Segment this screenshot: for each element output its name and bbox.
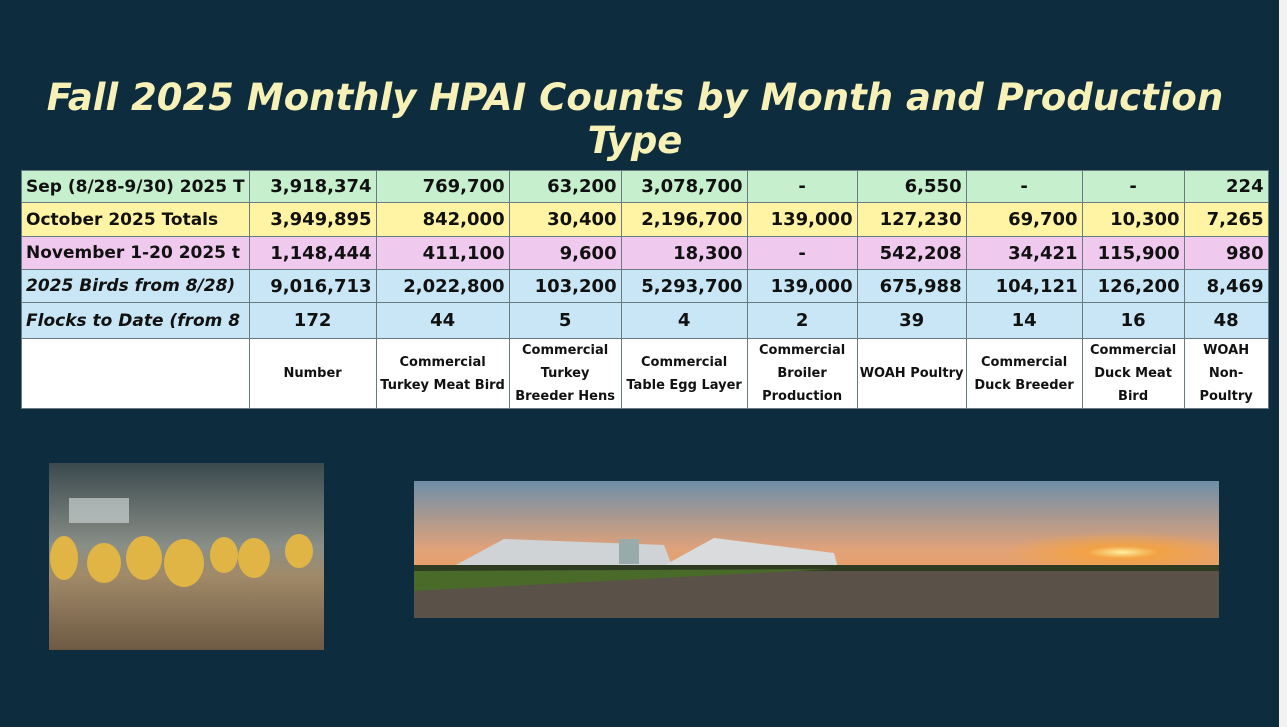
cell: 63,200 (508, 170, 622, 203)
row-label: 2025 Birds from 8/28) (21, 269, 250, 303)
cell: - (1081, 170, 1185, 203)
cell: 9,016,713 (248, 269, 377, 303)
table-row: Sep (8/28-9/30) 2025 T 3,918,374 769,700 63… (21, 170, 1269, 203)
cell: 44 (375, 302, 510, 339)
cell: 39 (856, 302, 967, 339)
header-row: Number Commercial Turkey Meat Bird Commerc… (21, 338, 1269, 409)
cell: 8,469 (1183, 269, 1269, 303)
cell: 769,700 (375, 170, 510, 203)
blank-cell (21, 338, 250, 409)
cell: 139,000 (746, 202, 858, 237)
cell: 172 (248, 302, 377, 339)
row-label: October 2025 Totals (21, 202, 250, 237)
hpai-table: Sep (8/28-9/30) 2025 T 3,918,374 769,700 63… (21, 170, 1269, 409)
cell: - (746, 170, 858, 203)
cell: 2,022,800 (375, 269, 510, 303)
table-row: 2025 Birds from 8/28) 9,016,713 2,022,800 1… (21, 269, 1269, 303)
cell: 5,293,700 (620, 269, 748, 303)
column-header: Number (248, 338, 377, 409)
farm-sunset-photo (414, 481, 1219, 618)
cell: 542,208 (856, 236, 967, 270)
cell: 7,265 (1183, 202, 1269, 237)
row-label: November 1-20 2025 t (21, 236, 250, 270)
cell: 30,400 (508, 202, 622, 237)
cell: 48 (1183, 302, 1269, 339)
column-header: Commercial Turkey Breeder Hens (508, 338, 622, 409)
cell: 675,988 (856, 269, 967, 303)
cell: 139,000 (746, 269, 858, 303)
cell: 115,900 (1081, 236, 1185, 270)
column-header: WOAH Non-Poultry (1183, 338, 1269, 409)
cell: 6,550 (856, 170, 967, 203)
cell: 3,949,895 (248, 202, 377, 237)
column-header: Commercial Duck Breeder (965, 338, 1083, 409)
duckling-photo (49, 463, 324, 650)
cell: 4 (620, 302, 748, 339)
row-label: Flocks to Date (from 8 (21, 302, 250, 339)
column-header: Commercial Broiler Production (746, 338, 858, 409)
cell: 126,200 (1081, 269, 1185, 303)
table-row: Flocks to Date (from 8 172 44 5 4 2 39 14 16 48 (21, 302, 1269, 339)
cell: 5 (508, 302, 622, 339)
cell: 1,148,444 (248, 236, 377, 270)
cell: - (965, 170, 1083, 203)
cell: 103,200 (508, 269, 622, 303)
row-label: Sep (8/28-9/30) 2025 T (21, 170, 250, 203)
cell: 127,230 (856, 202, 967, 237)
cell: 104,121 (965, 269, 1083, 303)
cell: 3,918,374 (248, 170, 377, 203)
cell: 18,300 (620, 236, 748, 270)
cell: 69,700 (965, 202, 1083, 237)
cell: 2,196,700 (620, 202, 748, 237)
cell: 3,078,700 (620, 170, 748, 203)
cell: 2 (746, 302, 858, 339)
cell: 842,000 (375, 202, 510, 237)
cell: 9,600 (508, 236, 622, 270)
cell: 14 (965, 302, 1083, 339)
window-edge (1279, 0, 1287, 727)
table-row: November 1-20 2025 t 1,148,444 411,100 9,60… (21, 236, 1269, 270)
table-row: October 2025 Totals 3,949,895 842,000 30,40… (21, 202, 1269, 237)
cell: - (746, 236, 858, 270)
column-header: Commercial Table Egg Layer (620, 338, 748, 409)
cell: 16 (1081, 302, 1185, 339)
column-header: Commercial Turkey Meat Bird (375, 338, 510, 409)
column-header: Commercial Duck Meat Bird (1081, 338, 1185, 409)
cell: 34,421 (965, 236, 1083, 270)
cell: 980 (1183, 236, 1269, 270)
cell: 10,300 (1081, 202, 1185, 237)
cell: 411,100 (375, 236, 510, 270)
column-header: WOAH Poultry (856, 338, 967, 409)
slide-title: Fall 2025 Monthly HPAI Counts by Month a… (46, 76, 1224, 162)
cell: 224 (1183, 170, 1269, 203)
